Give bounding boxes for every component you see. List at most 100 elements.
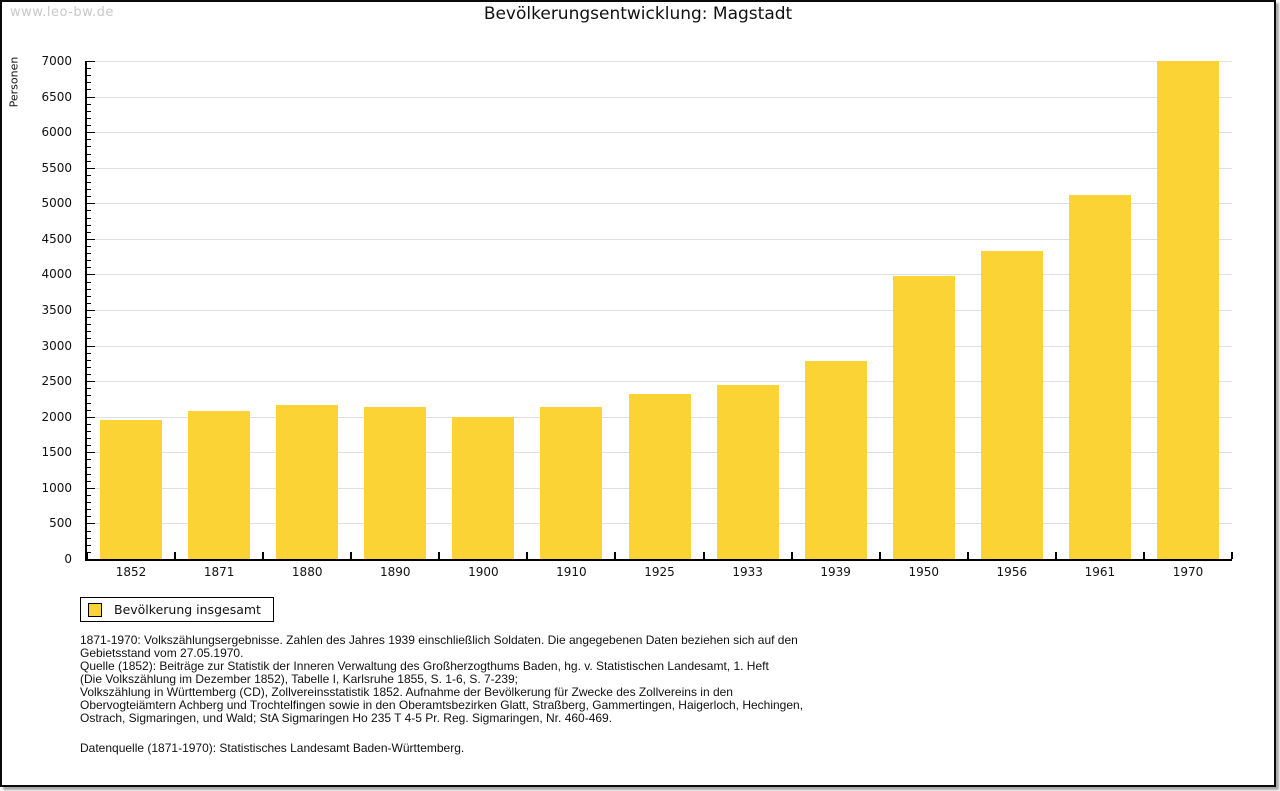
y-tick-label: 7000 (41, 54, 72, 68)
watermark: www.leo-bw.de (10, 5, 114, 20)
y-minor-tick (87, 75, 91, 77)
x-boundary-tick (614, 552, 617, 559)
y-tick-label: 6000 (41, 125, 72, 140)
y-major-tick (87, 132, 95, 134)
gridline (87, 167, 1232, 169)
bar (100, 420, 163, 559)
x-tick-label: 1956 (996, 565, 1028, 579)
footnote-line: Quelle (1852): Beiträge zur Statistik de… (80, 659, 769, 673)
y-minor-tick (87, 189, 91, 191)
gridline (87, 345, 1232, 347)
y-minor-tick (87, 374, 91, 376)
x-boundary-tick (86, 552, 88, 559)
y-minor-tick (87, 253, 91, 255)
footnote-line: (Die Volkszählung im Dezember 1852), Tab… (80, 672, 519, 686)
y-minor-tick (87, 103, 91, 105)
gridline (87, 96, 1232, 98)
legend-swatch-icon (88, 602, 102, 617)
y-minor-tick (87, 117, 91, 119)
y-minor-tick (87, 267, 91, 269)
y-minor-tick (87, 459, 91, 461)
bar (628, 393, 691, 559)
y-tick-label: 3500 (41, 303, 72, 317)
y-minor-tick (87, 466, 91, 468)
datasource-note: Datenquelle (1871-1970): Statistisches L… (80, 741, 465, 755)
y-major-tick (87, 203, 95, 205)
bar (276, 404, 339, 559)
y-minor-tick (87, 196, 91, 198)
y-minor-tick (87, 537, 91, 539)
gridline (87, 238, 1232, 240)
y-minor-tick (87, 224, 91, 226)
y-axis-tick-labels: 0 500 1000 1500 2000 2500 3000 3500 4000 4500 5000… (16, 54, 72, 566)
y-minor-tick (87, 551, 91, 553)
x-boundary-tick (1054, 552, 1057, 559)
x-tick-label: 1890 (380, 565, 411, 579)
y-minor-tick (87, 110, 91, 112)
gridline (87, 132, 1232, 134)
y-tick-label: 1500 (41, 445, 72, 460)
footnote-line: 1871-1970: Volkszählungsergebnisse. Zahl… (80, 633, 798, 647)
x-boundary-tick (790, 552, 793, 559)
y-minor-tick (87, 430, 91, 432)
x-boundary-tick (526, 552, 529, 559)
y-minor-tick (87, 409, 91, 411)
y-major-tick (87, 452, 95, 454)
gridline (87, 61, 1232, 62)
footnote-line: Volkszählung in Württemberg (CD), Zollve… (80, 685, 733, 699)
y-tick-label: 6500 (41, 89, 72, 104)
bar (980, 250, 1043, 559)
bar (364, 406, 427, 559)
y-tick-label: 5500 (41, 160, 72, 175)
y-minor-tick (87, 68, 91, 70)
legend-label: Bevölkerung insgesamt (114, 602, 261, 617)
y-minor-tick (87, 544, 91, 546)
x-tick-label: 1950 (908, 565, 940, 579)
x-boundary-tick (702, 552, 705, 559)
y-minor-tick (87, 438, 91, 440)
y-minor-tick (87, 388, 91, 390)
y-minor-tick (87, 160, 91, 162)
y-minor-tick (87, 359, 91, 361)
footnotes: 1871-1970: Volkszählungsergebnisse. Zahl… (80, 634, 1200, 725)
y-major-tick (87, 310, 95, 311)
y-minor-tick (87, 480, 91, 482)
x-tick-label: 1880 (291, 565, 323, 579)
y-minor-tick (87, 395, 91, 397)
x-tick-label: 1900 (468, 565, 499, 579)
x-tick-label: 1852 (115, 565, 147, 579)
y-tick-label: 5000 (41, 196, 72, 211)
legend: Bevölkerung insgesamt (80, 597, 274, 622)
y-minor-tick (87, 516, 91, 518)
x-tick-label: 1961 (1084, 565, 1116, 579)
y-minor-tick (87, 494, 91, 496)
y-major-tick (87, 61, 95, 62)
bar (188, 411, 251, 559)
footnote-line: Ostrach, Sigmaringen, und Wald; StA Sigm… (80, 711, 613, 725)
y-major-tick (87, 238, 95, 240)
bar (540, 407, 603, 559)
y-minor-tick (87, 530, 91, 532)
x-tick-label: 1970 (1172, 565, 1204, 579)
y-minor-tick (87, 210, 91, 212)
gridline (87, 203, 1232, 205)
bar (716, 384, 779, 559)
x-boundary-tick (350, 552, 353, 559)
y-major-tick (87, 381, 95, 383)
y-tick-label: 0 (64, 552, 72, 566)
x-boundary-tick (438, 552, 441, 559)
x-boundary-tick (878, 552, 881, 559)
y-minor-tick (87, 217, 91, 219)
bar (892, 275, 955, 559)
y-minor-tick (87, 402, 91, 404)
x-tick-label: 1910 (556, 565, 587, 579)
bar (452, 417, 515, 559)
footnote-line: Gebietsstand vom 27.05.1970. (80, 646, 244, 660)
y-minor-tick (87, 288, 91, 290)
y-minor-tick (87, 445, 91, 447)
x-boundary-tick (1231, 552, 1233, 559)
y-minor-tick (87, 423, 91, 425)
y-tick-label: 1000 (41, 480, 72, 495)
y-minor-tick (87, 260, 91, 262)
y-minor-tick (87, 139, 91, 141)
